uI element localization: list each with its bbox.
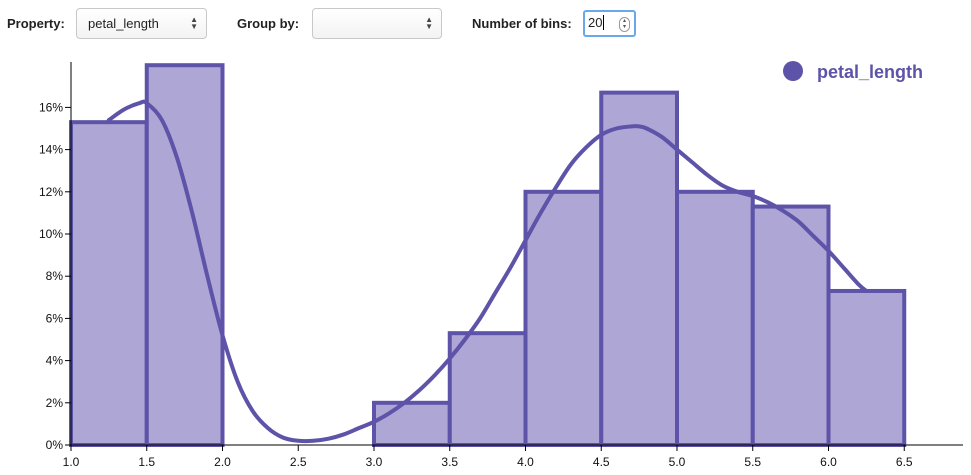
y-tick-label: 14% bbox=[39, 143, 63, 157]
property-label: Property: bbox=[7, 16, 65, 31]
histogram-bar bbox=[750, 204, 831, 447]
y-tick-label: 10% bbox=[39, 227, 63, 241]
histogram-bar bbox=[599, 90, 679, 447]
legend-label: petal_length bbox=[817, 62, 923, 82]
legend-swatch bbox=[783, 61, 803, 81]
spinner-icon[interactable]: ▴ ▾ bbox=[619, 17, 630, 32]
controls-bar: Property: petal_length ▲ ▼ Group by: ▲ ▼ N… bbox=[0, 0, 971, 50]
y-tick-label: 12% bbox=[39, 185, 63, 199]
group-by-label: Group by: bbox=[237, 16, 300, 31]
histogram-bar bbox=[447, 331, 528, 448]
y-tick-label: 8% bbox=[46, 269, 64, 283]
bins-input[interactable]: 20 ▴ ▾ bbox=[583, 10, 636, 37]
y-tick-label: 6% bbox=[46, 311, 64, 325]
property-select-value: petal_length bbox=[88, 16, 159, 31]
x-tick-label: 2.5 bbox=[290, 455, 307, 469]
histogram-bar bbox=[523, 189, 604, 447]
histogram-bar bbox=[144, 63, 225, 447]
bins-label: Number of bins: bbox=[472, 16, 572, 31]
y-tick-label: 0% bbox=[46, 438, 64, 452]
x-tick-label: 4.5 bbox=[593, 455, 610, 469]
x-tick-label: 6.0 bbox=[820, 455, 837, 469]
select-arrows-icon: ▲ ▼ bbox=[425, 15, 433, 31]
bins-input-value: 20 bbox=[588, 15, 603, 30]
y-tick-label: 2% bbox=[46, 396, 64, 410]
histogram-bar bbox=[826, 288, 907, 447]
x-tick-label: 1.5 bbox=[138, 455, 155, 469]
x-tick-label: 2.0 bbox=[214, 455, 231, 469]
x-tick-label: 3.5 bbox=[441, 455, 458, 469]
y-tick-label: 16% bbox=[39, 100, 63, 114]
y-tick-label: 4% bbox=[46, 354, 64, 368]
x-tick-label: 3.0 bbox=[366, 455, 383, 469]
histogram-bar bbox=[675, 189, 755, 447]
x-tick-label: 5.5 bbox=[744, 455, 761, 469]
histogram-bar bbox=[69, 120, 149, 447]
density-curve bbox=[106, 99, 869, 444]
x-tick-label: 6.5 bbox=[896, 455, 913, 469]
histogram-bar bbox=[372, 400, 452, 447]
x-tick-label: 1.0 bbox=[63, 455, 80, 469]
x-tick-label: 4.0 bbox=[517, 455, 534, 469]
x-tick-label: 5.0 bbox=[669, 455, 686, 469]
group-by-select[interactable]: ▲ ▼ bbox=[312, 8, 442, 39]
select-arrows-icon: ▲ ▼ bbox=[190, 15, 198, 31]
text-caret bbox=[603, 15, 605, 30]
property-select[interactable]: petal_length ▲ ▼ bbox=[76, 8, 207, 39]
